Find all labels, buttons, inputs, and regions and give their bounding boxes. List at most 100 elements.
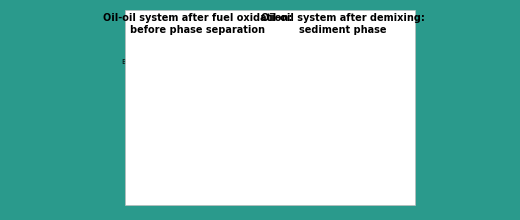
Circle shape	[385, 95, 387, 97]
Circle shape	[160, 62, 161, 63]
Circle shape	[325, 145, 327, 147]
Circle shape	[321, 184, 323, 185]
Circle shape	[411, 176, 413, 178]
Circle shape	[208, 170, 209, 171]
Circle shape	[395, 135, 397, 137]
Circle shape	[311, 59, 314, 61]
Circle shape	[280, 82, 281, 83]
Circle shape	[380, 85, 383, 88]
Circle shape	[242, 144, 244, 147]
Circle shape	[334, 102, 337, 104]
Circle shape	[374, 132, 375, 133]
Circle shape	[205, 143, 206, 144]
Circle shape	[172, 67, 173, 69]
Circle shape	[228, 72, 229, 73]
Circle shape	[237, 55, 238, 56]
Circle shape	[301, 193, 304, 196]
Circle shape	[318, 158, 319, 159]
Circle shape	[290, 173, 292, 175]
Circle shape	[187, 135, 189, 137]
Circle shape	[193, 180, 195, 182]
Circle shape	[205, 172, 206, 174]
Circle shape	[365, 170, 367, 172]
Circle shape	[332, 95, 333, 96]
Circle shape	[370, 136, 371, 138]
Circle shape	[346, 144, 349, 147]
Circle shape	[324, 81, 327, 83]
Circle shape	[204, 137, 206, 139]
Circle shape	[310, 164, 311, 165]
Circle shape	[163, 180, 165, 182]
Circle shape	[191, 61, 194, 63]
Circle shape	[287, 123, 289, 125]
Circle shape	[256, 177, 257, 178]
Circle shape	[235, 185, 236, 186]
Circle shape	[342, 113, 343, 114]
Circle shape	[285, 87, 288, 90]
Circle shape	[319, 116, 320, 117]
Circle shape	[325, 166, 329, 169]
Circle shape	[299, 69, 302, 72]
Circle shape	[353, 116, 356, 120]
Circle shape	[393, 91, 395, 93]
Circle shape	[318, 170, 319, 171]
Circle shape	[244, 152, 245, 153]
Circle shape	[373, 112, 375, 114]
Circle shape	[170, 75, 171, 76]
Circle shape	[323, 137, 325, 138]
Circle shape	[189, 69, 190, 70]
Circle shape	[407, 67, 409, 69]
Circle shape	[240, 107, 241, 108]
Circle shape	[322, 108, 325, 111]
Circle shape	[373, 93, 375, 94]
Circle shape	[381, 170, 383, 171]
Circle shape	[379, 175, 380, 176]
Circle shape	[344, 193, 347, 196]
Circle shape	[367, 70, 369, 72]
Circle shape	[160, 152, 162, 154]
Circle shape	[409, 146, 410, 147]
Circle shape	[399, 105, 400, 106]
Circle shape	[383, 169, 384, 170]
Circle shape	[237, 173, 239, 176]
Circle shape	[304, 154, 305, 155]
Circle shape	[347, 156, 348, 157]
Circle shape	[390, 118, 392, 119]
Circle shape	[340, 67, 341, 68]
Circle shape	[363, 87, 365, 89]
Circle shape	[395, 186, 397, 188]
Circle shape	[237, 93, 238, 94]
Text: Supernatant
droplets: Supernatant droplets	[323, 87, 366, 101]
Circle shape	[309, 172, 312, 174]
Circle shape	[150, 101, 152, 103]
Circle shape	[327, 100, 329, 102]
Circle shape	[407, 115, 409, 117]
Circle shape	[316, 185, 318, 187]
Circle shape	[249, 176, 250, 177]
Circle shape	[366, 183, 367, 184]
Circle shape	[211, 105, 212, 107]
Circle shape	[357, 66, 359, 68]
Circle shape	[274, 135, 275, 136]
Circle shape	[160, 83, 161, 84]
Circle shape	[356, 55, 358, 57]
Circle shape	[366, 145, 368, 147]
Circle shape	[402, 116, 404, 118]
Circle shape	[142, 127, 144, 129]
Circle shape	[154, 145, 157, 147]
Circle shape	[308, 152, 311, 155]
Circle shape	[283, 194, 286, 197]
Circle shape	[404, 84, 406, 86]
Circle shape	[306, 143, 307, 144]
Circle shape	[152, 119, 154, 120]
Circle shape	[144, 112, 145, 113]
Circle shape	[258, 178, 260, 180]
Circle shape	[252, 139, 253, 140]
Circle shape	[402, 159, 405, 161]
Circle shape	[212, 141, 213, 143]
Circle shape	[373, 153, 382, 163]
Circle shape	[147, 125, 149, 127]
Text: 200 µm: 200 µm	[222, 183, 241, 188]
Text: viscous phase: viscous phase	[188, 115, 242, 124]
Circle shape	[376, 54, 379, 56]
